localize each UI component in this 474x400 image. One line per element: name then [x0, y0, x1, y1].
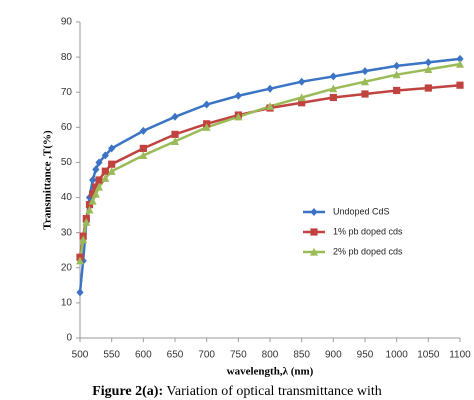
data-point	[89, 190, 97, 198]
data-point	[266, 84, 274, 93]
data-point	[107, 167, 116, 175]
data-point	[203, 100, 211, 109]
y-tick-label: 20	[61, 262, 73, 273]
x-tick-label: 1000	[386, 350, 409, 361]
data-point	[139, 126, 147, 135]
legend-label: 2% pb doped cds	[333, 246, 403, 256]
data-point	[92, 165, 100, 174]
data-point	[171, 137, 179, 145]
caption-label: Figure 2(a):	[92, 384, 163, 399]
data-point	[171, 130, 179, 138]
legend-marker	[310, 247, 318, 256]
data-point	[234, 112, 243, 121]
data-point	[393, 61, 401, 70]
data-point	[297, 93, 306, 102]
data-point	[171, 112, 179, 121]
legend-label: Undoped CdS	[333, 206, 390, 216]
data-point	[424, 58, 432, 67]
legend-label: 1% pb doped cds	[333, 226, 403, 236]
y-tick-label: 60	[61, 122, 73, 133]
data-point	[101, 174, 110, 182]
data-point	[82, 217, 91, 226]
data-point	[88, 196, 97, 205]
x-tick-label: 750	[230, 350, 247, 361]
data-point	[95, 176, 103, 184]
data-point	[92, 183, 100, 191]
data-point	[393, 86, 401, 95]
data-point	[361, 67, 369, 76]
data-point	[108, 144, 116, 153]
data-point	[95, 182, 103, 191]
x-tick-label: 1100	[449, 350, 471, 361]
data-point	[329, 72, 337, 81]
y-tick-label: 70	[61, 87, 73, 98]
data-point	[234, 91, 242, 100]
legend-marker	[310, 228, 318, 236]
data-point	[89, 176, 97, 184]
data-point	[95, 158, 103, 167]
data-point	[456, 59, 464, 68]
x-tick-label: 800	[262, 350, 279, 361]
x-tick-label: 550	[103, 350, 120, 361]
data-point	[329, 93, 337, 102]
data-point	[202, 123, 211, 131]
data-point	[85, 205, 94, 214]
data-point	[101, 167, 109, 175]
x-tick-label: 900	[325, 350, 342, 361]
y-tick-label: 0	[66, 333, 72, 344]
caption: Figure 2(a): Variation of optical transm…	[92, 384, 382, 399]
x-tick-label: 1050	[417, 350, 440, 361]
data-point	[456, 81, 464, 89]
data-point	[361, 90, 369, 98]
y-tick-label: 10	[61, 298, 73, 309]
data-point	[329, 84, 338, 93]
x-axis-title: wavelength,λ (nm)	[227, 366, 314, 378]
x-tick-label: 600	[135, 350, 152, 361]
data-point	[456, 54, 464, 63]
caption-text: Variation of optical transmittance with	[166, 384, 381, 399]
data-point	[298, 77, 306, 86]
data-point	[424, 84, 432, 92]
data-point	[91, 189, 100, 198]
y-tick-label: 40	[61, 192, 73, 203]
data-point	[424, 65, 433, 73]
data-point	[79, 235, 88, 244]
x-tick-label: 950	[357, 350, 374, 361]
y-tick-label: 80	[61, 52, 73, 63]
data-point	[361, 77, 369, 86]
data-point	[108, 160, 116, 168]
data-point	[266, 102, 274, 110]
data-point	[298, 99, 306, 107]
y-tick-label: 90	[61, 17, 73, 28]
x-tick-label: 650	[167, 350, 184, 361]
data-point	[76, 256, 84, 265]
x-tick-label: 500	[72, 350, 89, 361]
data-point	[101, 151, 109, 160]
x-tick-label: 850	[293, 350, 310, 361]
data-point	[76, 288, 84, 297]
x-tick-label: 700	[198, 350, 215, 361]
legend-marker	[310, 208, 318, 216]
y-tick-label: 50	[61, 157, 73, 168]
y-tick-label: 30	[61, 227, 73, 238]
y-axis-title: Transmittance ,T(%)	[42, 130, 54, 230]
data-point	[139, 144, 147, 152]
data-point	[392, 70, 401, 79]
data-point	[139, 151, 148, 160]
